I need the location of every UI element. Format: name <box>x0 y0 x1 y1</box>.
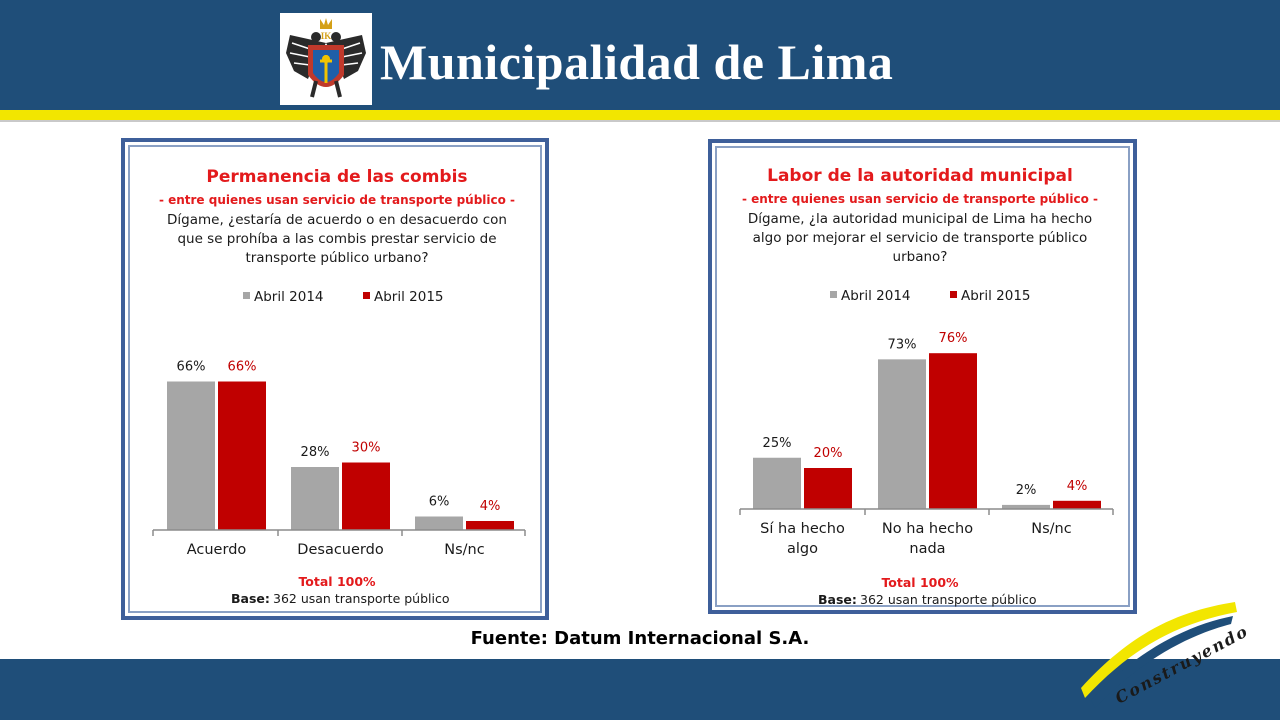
data-label: 4% <box>1067 479 1088 494</box>
bar-2014 <box>878 359 926 509</box>
chart-subtitle: - entre quienes usan servicio de transpo… <box>742 192 1098 206</box>
chart-question-line: Dígame, ¿estaría de acuerdo o en desacue… <box>167 212 507 228</box>
legend-label-2015: Abril 2015 <box>961 288 1031 304</box>
data-label: 6% <box>429 495 450 510</box>
bar-2015 <box>466 521 514 530</box>
chart-title: Permanencia de las combis <box>206 167 467 187</box>
bar-2015 <box>218 381 266 530</box>
data-label: 2% <box>1016 483 1037 498</box>
footer-bar <box>0 659 1280 720</box>
total-label: Total 100% <box>298 574 376 589</box>
data-label: 66% <box>177 360 206 375</box>
legend-label-2014: Abril 2014 <box>254 289 324 305</box>
base-label: Base: <box>231 591 270 606</box>
data-label: 25% <box>763 436 792 451</box>
chart-title: Labor de la autoridad municipal <box>767 166 1073 186</box>
data-label: 66% <box>228 360 257 375</box>
data-label: 28% <box>301 445 330 460</box>
bar-2014 <box>415 516 463 530</box>
page-title: Municipalidad de Lima <box>380 34 894 90</box>
category-label: Acuerdo <box>187 542 247 558</box>
data-label: 20% <box>814 446 843 461</box>
category-label: Desacuerdo <box>297 542 384 558</box>
source-note: Fuente: Datum Internacional S.A. <box>470 628 810 649</box>
legend-swatch-2015 <box>950 291 957 298</box>
category-label: Sí ha hecho <box>760 521 845 537</box>
chart-question-line: Dígame, ¿la autoridad municipal de Lima … <box>748 211 1092 227</box>
chart-combis: Permanencia de las combis - entre quienes… <box>152 167 526 606</box>
chart-question-line: algo por mejorar el servicio de transpor… <box>753 230 1088 246</box>
bar-2015 <box>342 462 390 530</box>
category-label: Ns/nc <box>444 542 484 558</box>
bar-2014 <box>167 381 215 530</box>
bar-2015 <box>1053 500 1101 509</box>
base-label: Base: <box>818 592 857 607</box>
category-label: algo <box>787 541 818 557</box>
bar-2015 <box>804 468 852 509</box>
bar-2014 <box>291 467 339 530</box>
legend-swatch-2014 <box>830 291 837 298</box>
data-label: 73% <box>888 337 917 352</box>
legend-swatch-2014 <box>243 292 250 299</box>
logo-text: IK <box>321 31 332 41</box>
category-label: Ns/nc <box>1031 521 1071 537</box>
legend-swatch-2015 <box>363 292 370 299</box>
data-label: 4% <box>480 499 501 514</box>
bar-2014 <box>1002 504 1050 509</box>
chart-subtitle: - entre quienes usan servicio de transpo… <box>159 193 515 207</box>
bar-2014 <box>753 457 801 509</box>
legend-label-2014: Abril 2014 <box>841 288 911 304</box>
header-bar <box>0 0 1280 110</box>
chart-panel-combis: Permanencia de las combis - entre quienes… <box>121 138 549 620</box>
chart-question-line: transporte público urbano? <box>245 250 428 266</box>
data-label: 30% <box>352 441 381 456</box>
chart-autoridad: Labor de la autoridad municipal - entre q… <box>739 166 1114 607</box>
chart-question-line: urbano? <box>893 249 948 265</box>
data-label: 76% <box>939 331 968 346</box>
chart-question-line: que se prohíba a las combis prestar serv… <box>177 231 496 247</box>
category-label: nada <box>909 541 945 557</box>
category-label: No ha hecho <box>882 521 973 537</box>
construyendo-logo: Construyendo <box>1075 590 1280 720</box>
bar-2015 <box>929 353 977 509</box>
header-stripe <box>0 110 1280 122</box>
base-text: 362 usan transporte público <box>860 592 1037 607</box>
legend-label-2015: Abril 2015 <box>374 289 444 305</box>
coat-of-arms-logo: IK <box>280 13 372 105</box>
base-text: 362 usan transporte público <box>273 591 450 606</box>
total-label: Total 100% <box>881 575 959 590</box>
chart-panel-autoridad: Labor de la autoridad municipal - entre q… <box>708 139 1137 614</box>
